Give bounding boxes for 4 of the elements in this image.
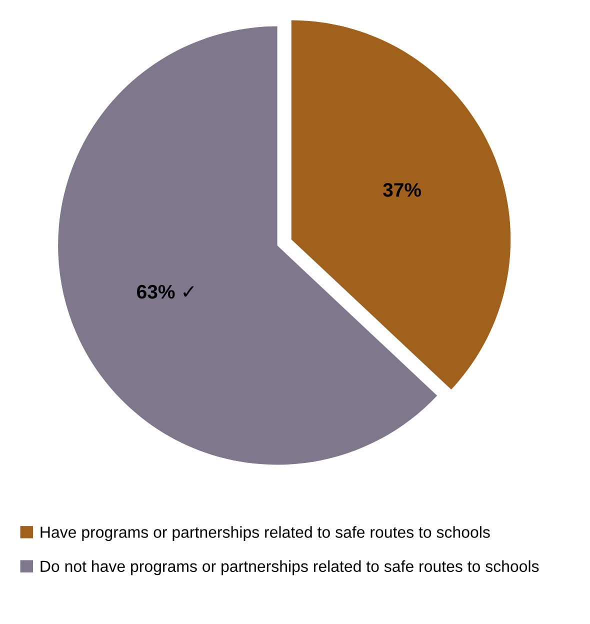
legend-label: Have programs or partnerships related to safe routes to schools: [40, 526, 490, 542]
data-label: 37%: [383, 183, 421, 197]
legend-label: Do not have programs or partnerships related to safe routes to schools: [40, 560, 539, 576]
data-label: 63% ✓: [137, 284, 194, 299]
